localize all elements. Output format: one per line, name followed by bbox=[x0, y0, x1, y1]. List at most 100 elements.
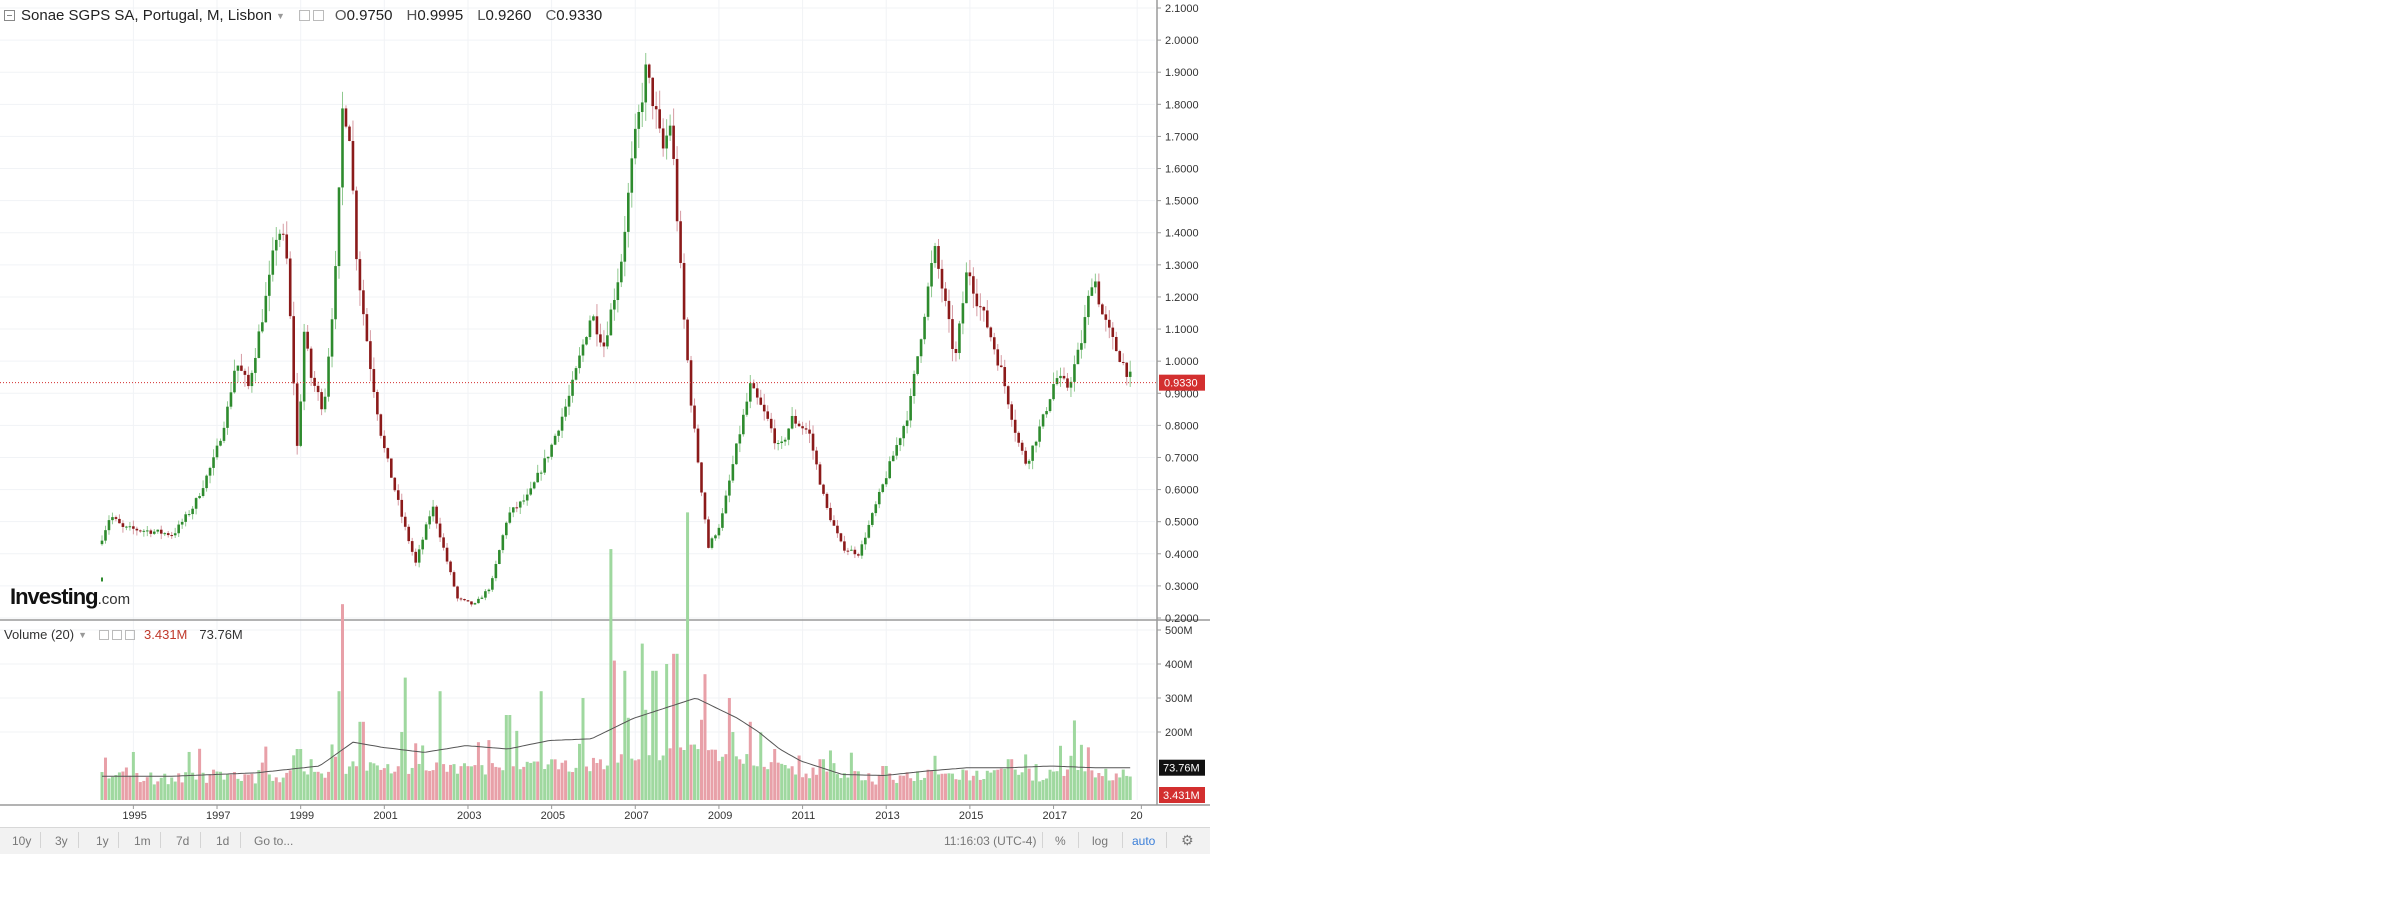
volume-bar[interactable] bbox=[159, 777, 163, 800]
volume-bar[interactable] bbox=[616, 762, 620, 800]
volume-bar[interactable] bbox=[821, 759, 825, 800]
volume-bar[interactable] bbox=[330, 744, 334, 800]
candle-body[interactable] bbox=[268, 274, 271, 296]
candle-body[interactable] bbox=[229, 392, 233, 407]
candle-body[interactable] bbox=[236, 365, 240, 371]
candle-body[interactable] bbox=[383, 435, 386, 449]
candle-body[interactable] bbox=[379, 414, 383, 436]
volume-bar[interactable] bbox=[543, 769, 547, 800]
volume-bar[interactable] bbox=[1083, 771, 1087, 800]
candle-body[interactable] bbox=[867, 524, 871, 538]
candle-body[interactable] bbox=[947, 300, 951, 320]
candle-body[interactable] bbox=[930, 263, 933, 287]
volume-bar[interactable] bbox=[734, 756, 738, 800]
candle-body[interactable] bbox=[491, 578, 494, 590]
volume-bar[interactable] bbox=[103, 757, 107, 800]
candle-body[interactable] bbox=[376, 392, 379, 415]
volume-bar[interactable] bbox=[870, 781, 874, 800]
candle-body[interactable] bbox=[954, 348, 958, 354]
volume-bar[interactable] bbox=[497, 767, 501, 800]
volume-bar[interactable] bbox=[982, 778, 986, 800]
volume-bar[interactable] bbox=[1072, 720, 1076, 800]
candle-body[interactable] bbox=[972, 276, 975, 294]
volume-bar[interactable] bbox=[776, 762, 780, 800]
volume-bar[interactable] bbox=[713, 749, 717, 800]
candle-body[interactable] bbox=[891, 455, 895, 462]
candle-body[interactable] bbox=[431, 506, 435, 517]
volume-bar[interactable] bbox=[804, 773, 808, 800]
candle-body[interactable] bbox=[323, 396, 327, 410]
volume-bar[interactable] bbox=[703, 674, 707, 800]
candle-body[interactable] bbox=[330, 319, 334, 357]
volume-bar[interactable] bbox=[745, 754, 749, 800]
goto-button[interactable]: Go to... bbox=[254, 834, 294, 848]
volume-bar[interactable] bbox=[1097, 772, 1101, 800]
candle-body[interactable] bbox=[539, 472, 543, 474]
volume-bar[interactable] bbox=[476, 742, 480, 800]
volume-bar[interactable] bbox=[863, 780, 867, 800]
candle-body[interactable] bbox=[212, 457, 215, 468]
volume-bar[interactable] bbox=[940, 773, 944, 800]
candle-body[interactable] bbox=[724, 495, 728, 514]
candle-body[interactable] bbox=[421, 539, 424, 550]
candle-body[interactable] bbox=[1104, 314, 1108, 320]
chart-canvas[interactable]: 0.2000 0.3000 0.4000 0.5000 0.6000 0.7000 0.80… bbox=[0, 0, 1210, 853]
volume-bar[interactable] bbox=[637, 759, 641, 800]
candle-body[interactable] bbox=[752, 383, 756, 389]
volume-bar[interactable] bbox=[1017, 774, 1021, 800]
candle-body[interactable] bbox=[316, 385, 320, 393]
volume-bar[interactable] bbox=[668, 748, 672, 800]
candle-body[interactable] bbox=[620, 261, 623, 283]
candle-body[interactable] bbox=[769, 418, 773, 429]
volume-bar[interactable] bbox=[501, 770, 505, 800]
candle-body[interactable] bbox=[139, 530, 142, 532]
candle-body[interactable] bbox=[944, 288, 947, 301]
candle-body[interactable] bbox=[853, 549, 857, 555]
candle-body[interactable] bbox=[895, 445, 898, 456]
volume-bar[interactable] bbox=[1034, 764, 1038, 800]
candle-body[interactable] bbox=[658, 109, 661, 129]
volume-bar[interactable] bbox=[452, 764, 456, 800]
volume-bar[interactable] bbox=[874, 784, 878, 800]
volume-bar[interactable] bbox=[1100, 776, 1104, 800]
candle-body[interactable] bbox=[592, 316, 595, 321]
volume-bar[interactable] bbox=[546, 764, 550, 800]
volume-bar[interactable] bbox=[149, 772, 153, 800]
volume-bar[interactable] bbox=[1038, 781, 1042, 800]
volume-bar[interactable] bbox=[720, 756, 724, 800]
volume-bar[interactable] bbox=[372, 763, 376, 800]
percent-toggle[interactable]: % bbox=[1055, 834, 1066, 848]
candle-body[interactable] bbox=[609, 309, 613, 336]
volume-bar[interactable] bbox=[679, 747, 683, 800]
volume-bar[interactable] bbox=[445, 771, 449, 800]
candle-body[interactable] bbox=[240, 365, 243, 371]
candle-body[interactable] bbox=[274, 239, 278, 251]
candle-body[interactable] bbox=[661, 128, 665, 149]
candle-body[interactable] bbox=[1003, 367, 1007, 387]
candle-body[interactable] bbox=[682, 262, 686, 320]
volume-bar[interactable] bbox=[100, 772, 104, 800]
volume-bar[interactable] bbox=[410, 767, 414, 800]
volume-bar[interactable] bbox=[651, 670, 655, 800]
candle-body[interactable] bbox=[832, 520, 836, 526]
volume-bar[interactable] bbox=[334, 756, 338, 800]
volume-bar[interactable] bbox=[1059, 745, 1063, 800]
candle-body[interactable] bbox=[546, 456, 550, 459]
volume-bar[interactable] bbox=[567, 771, 571, 800]
volume-bar[interactable] bbox=[260, 762, 264, 800]
volume-bar[interactable] bbox=[306, 774, 310, 800]
candle-body[interactable] bbox=[477, 598, 480, 604]
candle-body[interactable] bbox=[647, 64, 651, 78]
candle-body[interactable] bbox=[295, 383, 299, 446]
candle-body[interactable] bbox=[170, 535, 174, 537]
volume-bar[interactable] bbox=[1027, 768, 1031, 800]
volume-bar[interactable] bbox=[271, 780, 275, 800]
volume-bar[interactable] bbox=[386, 764, 390, 800]
volume-bar[interactable] bbox=[992, 770, 996, 800]
volume-bar[interactable] bbox=[522, 766, 526, 800]
volume-bar[interactable] bbox=[978, 779, 982, 800]
candle-body[interactable] bbox=[518, 501, 522, 508]
volume-bar[interactable] bbox=[902, 775, 906, 800]
candle-body[interactable] bbox=[1059, 375, 1062, 379]
volume-bar[interactable] bbox=[766, 769, 770, 800]
